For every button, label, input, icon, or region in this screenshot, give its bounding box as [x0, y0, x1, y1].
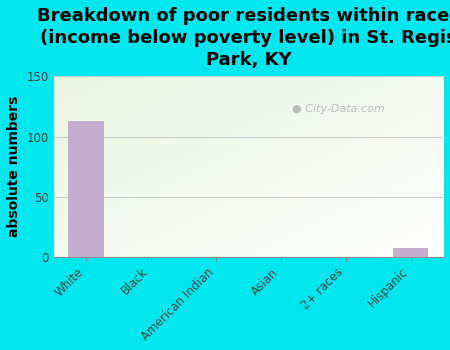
Bar [68, 121, 104, 257]
Text: ● City-Data.com: ● City-Data.com [292, 104, 384, 114]
Bar [393, 248, 428, 257]
Y-axis label: absolute numbers: absolute numbers [7, 96, 21, 237]
Title: Breakdown of poor residents within races
(income below poverty level) in St. Reg: Breakdown of poor residents within races… [37, 7, 450, 69]
